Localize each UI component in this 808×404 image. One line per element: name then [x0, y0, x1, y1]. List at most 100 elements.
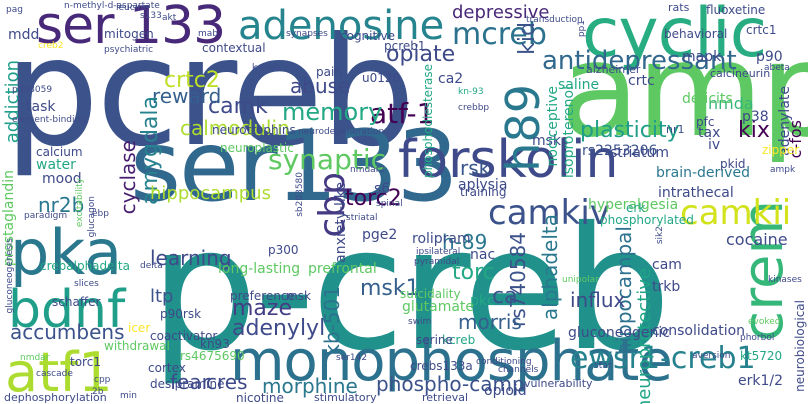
word-memory: memory: [282, 98, 383, 126]
word-ampk: ampk: [770, 165, 796, 175]
word-element-binding: element-binding: [12, 115, 86, 125]
word-pfc: pfc: [696, 115, 715, 129]
word-cascade: cascade: [36, 369, 73, 379]
word-mdd: mdd: [8, 27, 40, 43]
word-pain: pain: [316, 65, 342, 79]
word-slices: slices: [74, 279, 99, 289]
word-h89: h89: [496, 84, 550, 172]
word-msks: msks: [532, 133, 569, 149]
word-calcineurin: calcineurin: [710, 67, 771, 80]
word-schaffer: schaffer: [52, 295, 101, 309]
word-kn-93: kn-93: [458, 87, 484, 97]
word-pd98059: pd98059: [12, 85, 53, 95]
word-creb2: creb2: [38, 41, 64, 51]
word-isoproterenol: isoproterenol: [561, 86, 577, 179]
word-neurotrophins: neurotrophins: [212, 123, 296, 137]
word-crtc1: crtc1: [746, 23, 777, 37]
word-nac: nac: [470, 247, 496, 263]
word-forskolin: forskolin: [398, 130, 619, 190]
word-nociceptive: nociceptive: [545, 86, 561, 167]
word-delta: delta: [140, 261, 163, 271]
word-crebs133a: crebs133a: [410, 359, 473, 373]
word-fluoxetine: fluoxetine: [706, 3, 766, 17]
word-reward: reward: [152, 84, 222, 108]
word-nmdar2: nmdar2: [350, 165, 386, 175]
word-nmda: nmda: [708, 94, 754, 113]
word-striatal: striatal: [346, 213, 378, 223]
word-sb203580: sb203580: [295, 172, 305, 217]
word-contextual: contextual: [202, 41, 266, 55]
word-cognitive: cognitive: [340, 29, 396, 43]
word-torc1: torc1: [70, 355, 101, 369]
word-paradigm: paradigm: [24, 211, 68, 221]
word-mab: mab: [198, 29, 218, 39]
word-camk: camk: [208, 94, 268, 119]
word-p38: p38: [742, 109, 769, 125]
word-channels: channels: [498, 365, 539, 375]
word-crebbp: crebbp: [458, 103, 490, 113]
word-training: training: [460, 185, 507, 199]
word-erk: erk: [626, 201, 646, 215]
word-kn93: kn93: [200, 337, 230, 351]
word-nr2b: nr2b: [38, 193, 85, 217]
word-kinases: kinases: [768, 275, 802, 285]
word-rsk: rsk: [460, 156, 491, 180]
word-suicidality: suicidality: [400, 287, 461, 301]
word-msk: msk: [286, 289, 311, 303]
word-crtc: crtc: [628, 73, 655, 89]
word-gluconeogenesis: gluconeogenesis: [5, 238, 15, 314]
word-ltp: ltp: [150, 286, 174, 307]
word-cocaine: cocaine: [726, 230, 788, 249]
word-n-methyl-d-aspartate: n-methyl-d-aspartate: [64, 1, 160, 11]
word-preference: preference: [230, 289, 295, 303]
word-ser133: ser133: [130, 110, 459, 224]
word-alzheimer: alzheimer: [586, 63, 641, 76]
word-torc2: torc2: [345, 186, 402, 211]
word-mapk: mapk: [682, 49, 722, 65]
word-maze: maze: [232, 296, 292, 321]
word-pkid: pkid: [720, 157, 746, 171]
word-u0126: u0126: [362, 71, 401, 85]
word-ca: ca: [492, 284, 518, 309]
word-camkiv: camkiv: [488, 193, 610, 233]
word-intrathecal: intrathecal: [658, 185, 734, 201]
word-abeta: abeta: [764, 63, 790, 73]
word-zipper: zipper: [762, 143, 800, 157]
word-atf-1: atf-1: [370, 97, 435, 130]
word-conditioning: conditioning: [476, 357, 532, 367]
word-pge2: pge2: [362, 227, 398, 243]
word-aplysia: aplysia: [458, 177, 508, 193]
word-icer: icer: [128, 321, 151, 335]
word-aversion: aversion: [692, 351, 731, 361]
word-kt5720: kt5720: [740, 349, 783, 363]
word-kcreb: kcreb: [442, 333, 476, 347]
word-evoked: evoked: [748, 317, 781, 327]
word-deficits: deficits: [682, 91, 733, 107]
word-pka: pka: [10, 216, 123, 289]
word-atf1: atf1: [5, 341, 113, 404]
word-nmdar: nmdar: [20, 353, 50, 363]
word-phosphodiesterase: phosphodiesterase: [421, 64, 435, 178]
word-mood: mood: [42, 171, 82, 187]
word-pp1: pp1: [577, 20, 587, 38]
word-rs4675690: rs4675690: [180, 349, 245, 363]
word-nr1: nr1: [666, 123, 685, 136]
word-ewsr1-creb1: ewsr1-creb1: [570, 341, 756, 376]
word-s133: s133: [140, 11, 162, 21]
word-mcreb: mcreb: [452, 17, 547, 52]
word-prefrontal: prefrontal: [308, 261, 377, 277]
word-mitogen: mitogen: [104, 27, 154, 41]
word-influx: influx: [570, 288, 626, 312]
word-k-creb: k-creb: [252, 63, 281, 73]
word-synaptic: synaptic: [268, 143, 386, 176]
word-consolidation: consolidation: [652, 323, 746, 339]
word-task: task: [26, 99, 56, 115]
word-phosphorylated: phosphorylated: [600, 213, 694, 227]
word-p-creb: p-creb: [150, 191, 671, 389]
word-accumbens: accumbens: [10, 320, 125, 344]
word-sik2: sik2: [655, 226, 665, 245]
word-phorbol: phorbol: [740, 333, 775, 343]
word-p300: p300: [268, 243, 299, 257]
word-hippocampus: hippocampus: [150, 183, 271, 204]
